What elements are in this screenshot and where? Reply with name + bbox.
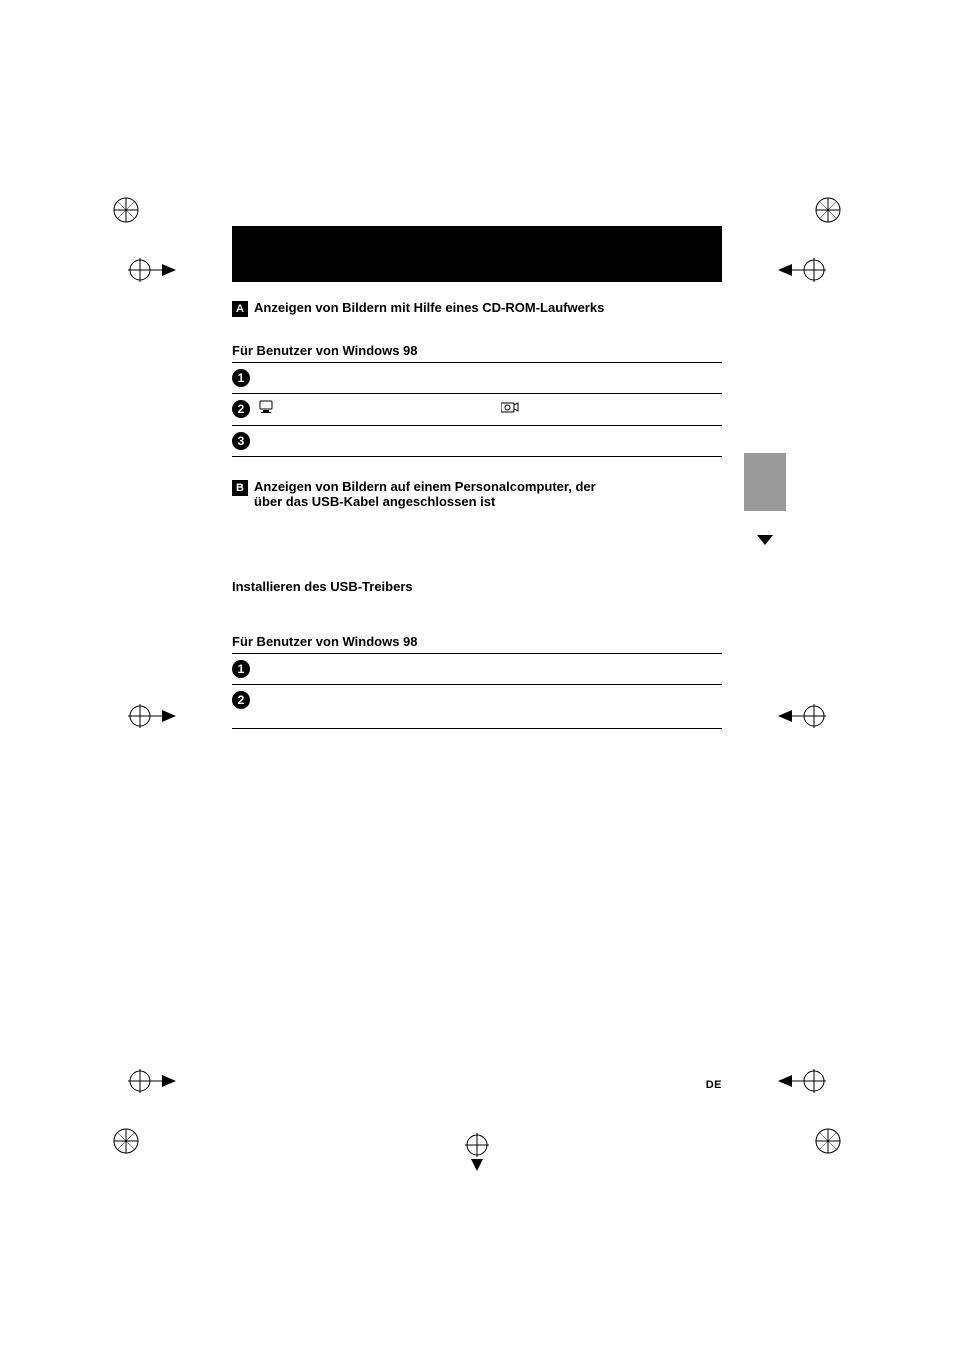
step-b2: 2 bbox=[232, 684, 722, 728]
crossmark-bottom-center bbox=[463, 1131, 491, 1171]
crossmark-mid-left bbox=[128, 700, 176, 732]
step-a3: 3 bbox=[232, 425, 722, 456]
regmark-bl bbox=[112, 1127, 140, 1155]
regmark-tl bbox=[112, 196, 140, 224]
heading-a-badge: A bbox=[232, 301, 248, 317]
heading-b-line2: über das USB-Kabel angeschlossen ist bbox=[254, 494, 495, 509]
title-bar bbox=[232, 226, 722, 282]
heading-b-badge: B bbox=[232, 480, 248, 496]
regmark-br bbox=[814, 1127, 842, 1155]
step-a2-body bbox=[258, 400, 722, 419]
step-b1-number: 1 bbox=[232, 660, 250, 678]
heading-b-text: Anzeigen von Bildern auf einem Personalc… bbox=[254, 479, 596, 509]
heading-b: B Anzeigen von Bildern auf einem Persona… bbox=[232, 479, 722, 509]
footer-lang: DE bbox=[706, 1079, 722, 1091]
group-b-subhead: Für Benutzer von Windows 98 bbox=[232, 634, 722, 649]
regmark-tr bbox=[814, 196, 842, 224]
step-a3-number: 3 bbox=[232, 432, 250, 450]
crossmark-top-right bbox=[778, 254, 826, 286]
step-b1: 1 bbox=[232, 653, 722, 684]
crossmark-top-left bbox=[128, 254, 176, 286]
side-tab bbox=[744, 453, 786, 545]
step-a1: 1 bbox=[232, 362, 722, 393]
camera-icon bbox=[501, 401, 519, 418]
step-b2-number: 2 bbox=[232, 691, 250, 709]
group-a-subhead: Für Benutzer von Windows 98 bbox=[232, 343, 722, 358]
crossmark-bot-left bbox=[128, 1065, 176, 1097]
step-a2-number: 2 bbox=[232, 400, 250, 418]
heading-a-text: Anzeigen von Bildern mit Hilfe eines CD-… bbox=[254, 300, 604, 315]
computer-icon bbox=[258, 400, 274, 419]
page-content: A Anzeigen von Bildern mit Hilfe eines C… bbox=[232, 226, 722, 729]
step-a1-number: 1 bbox=[232, 369, 250, 387]
heading-a: A Anzeigen von Bildern mit Hilfe eines C… bbox=[232, 300, 722, 317]
group-a-steps: 1 2 3 bbox=[232, 362, 722, 457]
crossmark-mid-right bbox=[778, 700, 826, 732]
side-tab-box bbox=[744, 453, 786, 511]
page-footer: DE bbox=[232, 1077, 722, 1091]
step-a2: 2 bbox=[232, 393, 722, 425]
subsection-title: Installieren des USB-Treibers bbox=[232, 579, 722, 594]
group-b-steps: 1 2 bbox=[232, 653, 722, 729]
side-tab-arrow-icon bbox=[757, 535, 773, 545]
heading-b-line1: Anzeigen von Bildern auf einem Personalc… bbox=[254, 479, 596, 494]
crossmark-bot-right bbox=[778, 1065, 826, 1097]
